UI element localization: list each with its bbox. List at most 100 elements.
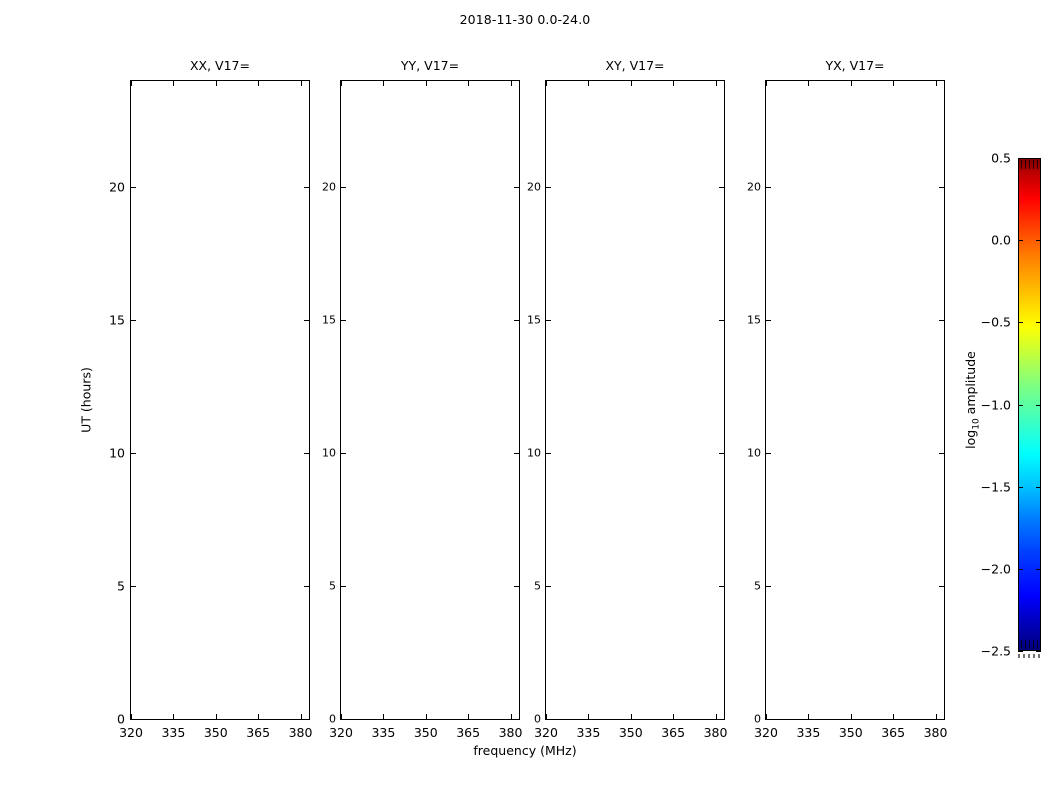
y-tick-mark-right	[304, 187, 309, 189]
x-tick-label: 335	[371, 725, 396, 740]
x-tick-label: 335	[796, 725, 821, 740]
y-tick-label: 5	[534, 579, 541, 593]
figure-title: 2018-11-30 0.0-24.0	[459, 12, 591, 27]
x-tick-label: 365	[246, 725, 271, 740]
x-tick-mark	[715, 714, 717, 719]
y-tick-mark-right	[939, 187, 944, 189]
x-tick-label: 335	[161, 725, 186, 740]
x-tick-mark-top	[341, 81, 342, 86]
x-tick-mark	[766, 714, 767, 719]
y-tick-label: 15	[747, 313, 761, 327]
y-tick-label: 10	[527, 446, 541, 460]
y-tick-label: 5	[754, 579, 761, 593]
colorbar-tick-label: 0.0	[991, 232, 1011, 248]
x-tick-mark	[546, 714, 547, 719]
plot-panel-yy[interactable]: YY, V17= 320 335 350 365 380 0 5 10 15 20	[322, 58, 522, 740]
x-tick-mark	[131, 714, 132, 719]
colorbar-tick-mark	[1018, 322, 1023, 324]
y-tick-mark	[546, 453, 551, 455]
x-tick-label: 380	[498, 725, 523, 740]
x-tick-label: 350	[618, 725, 643, 740]
y-tick-mark-right	[719, 187, 724, 189]
y-tick-mark-right	[514, 719, 519, 720]
y-tick-mark-right	[719, 453, 724, 455]
colorbar-tick-mark-right	[1036, 158, 1041, 159]
colorbar[interactable]: 0.5 0.0 −0.5 −1.0 −1.5 −2.0 −2.5	[981, 151, 1041, 659]
y-tick-label: 15	[322, 313, 336, 327]
colorbar-tick-mark-right	[1036, 486, 1041, 488]
x-tick-mark-top	[258, 81, 260, 86]
x-tick-label: 350	[203, 725, 228, 740]
y-tick-mark	[546, 586, 551, 588]
y-tick-mark	[546, 187, 551, 189]
plot-panel-xy[interactable]: XY, V17= 320 335 350 365 380 0 5 10 15 20	[527, 58, 727, 740]
y-tick-mark	[131, 187, 136, 189]
x-tick-mark-top	[673, 81, 675, 86]
x-tick-mark	[341, 714, 342, 719]
x-tick-mark	[630, 714, 632, 719]
x-tick-mark	[510, 714, 512, 719]
y-tick-mark-right	[514, 453, 519, 455]
colorbar-tick-mark-right	[1036, 651, 1041, 652]
colorbar-tick-label: −2.0	[980, 561, 1011, 577]
y-tick-mark-right	[719, 586, 724, 588]
y-tick-mark	[766, 320, 771, 322]
y-tick-mark-right	[939, 320, 944, 322]
y-tick-mark-right	[514, 320, 519, 322]
x-tick-label: 320	[754, 725, 778, 740]
x-tick-label: 320	[119, 725, 143, 740]
y-axis-label: UT (hours)	[78, 367, 94, 433]
x-tick-mark	[673, 714, 675, 719]
y-tick-mark-right	[514, 586, 519, 588]
x-tick-mark-top	[850, 81, 852, 86]
panel-title-yy: YY, V17=	[400, 58, 460, 73]
x-tick-mark-top	[468, 81, 470, 86]
colorbar-tick-label: −0.5	[980, 314, 1011, 330]
y-tick-mark-right	[939, 586, 944, 588]
colorbar-label-rest: amplitude	[962, 351, 978, 419]
x-tick-mark-top	[766, 81, 767, 86]
y-tick-mark	[546, 719, 551, 720]
y-tick-label: 0	[329, 712, 336, 726]
plot-panel-yx[interactable]: YX, V17= 320 335 350 365 380 0 5 10 15 20	[747, 58, 947, 740]
x-tick-mark-top	[935, 81, 937, 86]
x-tick-mark	[808, 714, 810, 719]
x-tick-mark	[425, 714, 427, 719]
x-tick-label: 365	[456, 725, 481, 740]
y-tick-mark	[341, 719, 346, 720]
y-tick-mark-right	[719, 320, 724, 322]
x-tick-label: 365	[881, 725, 906, 740]
y-tick-mark	[546, 320, 551, 322]
y-tick-label: 20	[747, 180, 761, 194]
y-tick-mark-right	[939, 719, 944, 720]
y-tick-label: 20	[322, 180, 336, 194]
y-tick-mark	[341, 320, 346, 322]
y-tick-label: 5	[117, 578, 125, 594]
colorbar-over-hatch	[1021, 160, 1040, 169]
colorbar-tick-mark-right	[1036, 240, 1041, 242]
x-tick-mark	[300, 714, 302, 719]
y-tick-mark	[131, 586, 136, 588]
x-tick-label: 350	[413, 725, 438, 740]
y-tick-label: 10	[109, 445, 125, 461]
x-tick-label: 365	[661, 725, 686, 740]
y-tick-mark	[131, 719, 136, 720]
x-tick-mark-top	[808, 81, 810, 86]
colorbar-tick-mark-right	[1036, 322, 1041, 324]
y-tick-mark	[766, 719, 771, 720]
x-tick-mark	[215, 714, 217, 719]
y-tick-mark-right	[514, 187, 519, 189]
x-tick-mark	[173, 714, 175, 719]
colorbar-tick-mark	[1018, 651, 1023, 652]
colorbar-tick-label: −1.0	[980, 397, 1011, 412]
colorbar-tick-mark-right	[1036, 568, 1041, 570]
x-tick-mark	[588, 714, 590, 719]
y-tick-mark	[766, 453, 771, 455]
x-tick-mark-top	[300, 81, 302, 86]
y-tick-mark	[766, 187, 771, 189]
plot-panel-xx[interactable]: XX, V17= 320 335 350 365 380 0 5 10 15 20	[109, 58, 312, 740]
colorbar-extend-marks	[1018, 654, 1041, 658]
x-tick-mark-top	[715, 81, 717, 86]
y-tick-mark-right	[304, 453, 309, 455]
colorbar-label: log10 amplitude	[963, 351, 982, 449]
